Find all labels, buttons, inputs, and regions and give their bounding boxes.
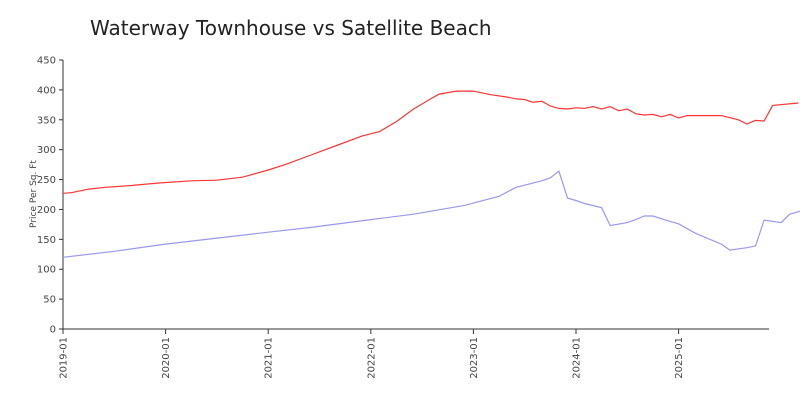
y-tick-label: 100 <box>37 265 56 276</box>
y-tick-label: 250 <box>37 175 56 186</box>
y-axis-label: Price Per Sq. Ft <box>29 160 39 228</box>
y-tick-label: 300 <box>37 145 56 156</box>
x-tick-label: 2022-01 <box>366 337 377 379</box>
series-layer <box>62 90 800 258</box>
y-tick-label: 200 <box>37 205 56 216</box>
x-tick-label: 2021-01 <box>264 337 275 379</box>
y-tick-label: 350 <box>37 115 56 126</box>
chart-title: Waterway Townhouse vs Satellite Beach <box>90 16 492 40</box>
x-tick-label: 2019-01 <box>59 337 70 379</box>
x-axis: 2019-01 2020-01 2021-01 2022-01 2023-01 2024-… <box>59 328 769 379</box>
x-tick-label: 2024-01 <box>572 337 583 379</box>
y-tick-label: 150 <box>37 235 56 246</box>
y-tick-label: 400 <box>37 85 56 96</box>
y-axis: 0 50 100 150 200 250 300 350 400 450 <box>37 56 64 336</box>
series-line-2 <box>62 170 800 258</box>
series-line-1 <box>62 90 799 194</box>
x-tick-label: 2023-01 <box>469 337 480 379</box>
y-tick-label: 450 <box>37 56 56 67</box>
x-tick-label: 2025-01 <box>674 337 685 379</box>
y-tick-label: 0 <box>50 325 56 336</box>
x-tick-label: 2020-01 <box>161 337 172 379</box>
y-tick-label: 50 <box>43 295 56 306</box>
